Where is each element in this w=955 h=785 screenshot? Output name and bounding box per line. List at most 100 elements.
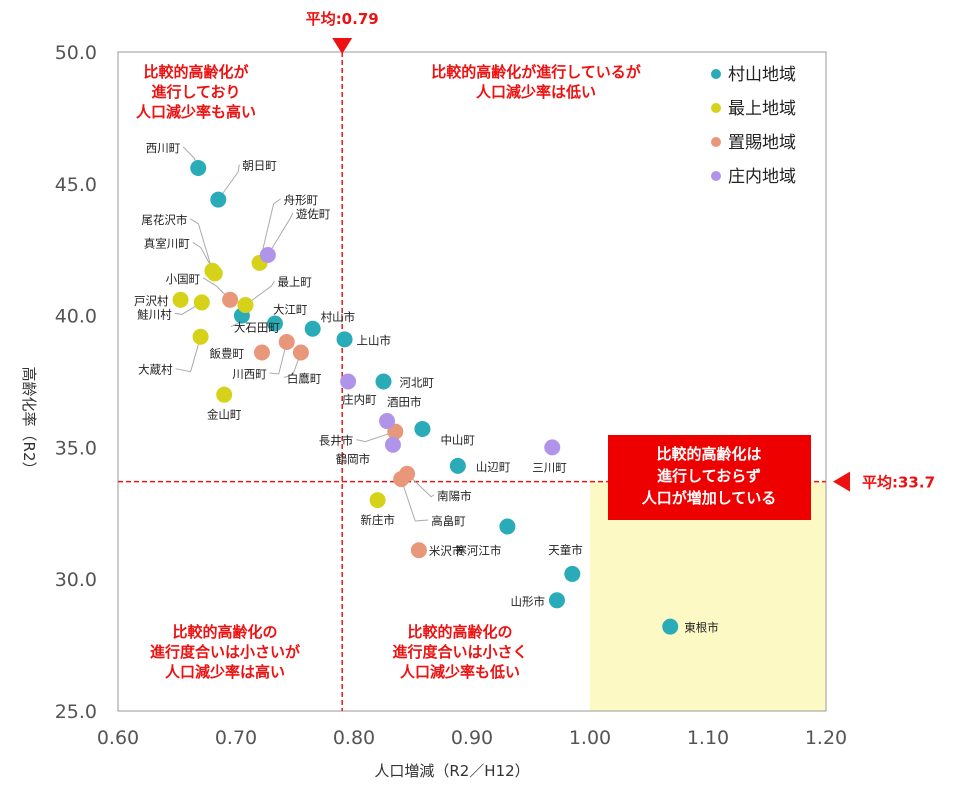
data-point: [192, 328, 209, 345]
plot-frame: [117, 51, 827, 712]
avg-x-label: 平均:0.79: [306, 10, 379, 28]
point-label: 米沢市: [429, 544, 464, 558]
avg-y-label: 平均:33.7: [862, 474, 935, 492]
data-point: [410, 542, 427, 559]
data-point: [278, 333, 295, 350]
data-point: [304, 320, 321, 337]
data-point: [266, 315, 283, 332]
point-label: 大蔵村: [138, 363, 173, 377]
leader-line: [400, 478, 429, 522]
leader-line: [406, 473, 435, 498]
quadrant-note-top-left: 比較的高齢化が: [143, 63, 249, 81]
data-point: [449, 457, 466, 474]
point-label: 舟形町: [284, 193, 319, 207]
legend-label: 置賜地域: [728, 133, 796, 153]
point-label: 戸沢村: [134, 294, 169, 308]
data-point: [193, 294, 210, 311]
data-point: [336, 331, 353, 348]
point-label: 真室川町: [144, 236, 190, 250]
point-label: 上山市: [357, 333, 392, 347]
data-point: [662, 618, 679, 635]
data-point: [544, 439, 561, 456]
highlight-box: [608, 435, 811, 520]
point-label: 西川町: [146, 141, 181, 155]
x-tick-label: 0.90: [451, 727, 493, 749]
leader-line: [190, 218, 213, 271]
point-label: 天童市: [548, 543, 583, 557]
point-label: 金山町: [207, 408, 242, 422]
highlight-box-text: 比較的高齢化は: [656, 445, 761, 463]
data-point: [253, 344, 270, 361]
y-tick-label: 30.0: [55, 569, 97, 591]
point-label: 庄内町: [342, 393, 377, 407]
data-point: [384, 436, 401, 453]
y-tick-label: 50.0: [55, 42, 97, 64]
point-label: 酒田市: [387, 395, 422, 409]
x-tick-label: 1.00: [569, 727, 611, 749]
legend-label: 庄内地域: [728, 167, 796, 187]
data-point: [222, 291, 239, 308]
quadrant-note-bottom-left: 進行度合いは小さいが: [150, 643, 301, 661]
leader-line: [259, 198, 281, 263]
y-tick-label: 25.0: [55, 701, 97, 723]
x-tick-label: 1.10: [687, 727, 729, 749]
leader-line: [245, 280, 275, 306]
point-label: 村山市: [321, 310, 356, 324]
legend-marker: [711, 171, 721, 181]
point-label: 最上町: [277, 275, 312, 289]
quadrant-note-bottom-mid: 進行度合いは小さく: [392, 643, 527, 661]
point-label: 尾花沢市: [141, 213, 187, 227]
point-label: 朝日町: [242, 159, 277, 173]
data-point: [375, 373, 392, 390]
point-label: 山形市: [510, 594, 545, 608]
quadrant-note-top-left: 進行しており: [151, 83, 240, 101]
y-tick-label: 40.0: [55, 306, 97, 328]
data-point: [564, 565, 581, 582]
x-tick-label: 0.70: [215, 727, 257, 749]
y-tick-label: 35.0: [55, 437, 97, 459]
data-point: [499, 518, 516, 535]
point-label: 大石田町: [234, 321, 280, 335]
data-point: [210, 191, 227, 208]
data-point: [414, 420, 431, 437]
data-point: [379, 413, 396, 430]
leader-line: [356, 431, 396, 443]
point-label: 鮭川村: [137, 307, 172, 321]
data-point: [369, 492, 386, 509]
legend-label: 最上地域: [728, 99, 796, 119]
quadrant-note-bottom-left: 比較的高齢化の: [172, 623, 277, 641]
data-point: [340, 373, 357, 390]
data-point: [259, 246, 276, 263]
data-point: [292, 344, 309, 361]
legend-marker: [711, 69, 721, 79]
point-label: 高畠町: [431, 514, 466, 528]
point-label: 小国町: [166, 272, 201, 286]
x-tick-label: 0.60: [97, 727, 139, 749]
x-tick-label: 1.20: [805, 727, 847, 749]
leader-line: [267, 212, 294, 256]
point-label: 三川町: [532, 460, 567, 474]
data-point: [172, 291, 189, 308]
data-point: [237, 297, 254, 314]
leader-line: [217, 164, 240, 200]
avg-y-marker: [833, 471, 850, 492]
point-label: 山辺町: [476, 460, 511, 474]
quadrant-note-bottom-left: 人口減少率は高い: [165, 663, 285, 681]
x-axis-title: 人口増減（R2／H12）: [374, 762, 529, 780]
data-point: [206, 265, 223, 282]
legend-marker: [711, 103, 721, 113]
point-label: 飯豊町: [209, 347, 244, 361]
x-tick-label: 0.80: [333, 727, 375, 749]
quadrant-note-top-left: 人口減少率も高い: [136, 103, 256, 121]
legend-marker: [711, 137, 721, 147]
quadrant-note-top-right: 比較的高齢化が進行しているが: [431, 63, 642, 81]
point-label: 中山町: [440, 433, 475, 447]
point-label: 白鷹町: [287, 372, 322, 386]
point-label: 大江町: [273, 303, 308, 317]
highlight-box-text: 人口が増加している: [642, 489, 777, 507]
data-point: [190, 159, 207, 176]
point-label: 遊佐町: [296, 207, 331, 221]
point-label: 鶴岡市: [336, 452, 371, 466]
point-label: 長井市: [319, 434, 354, 448]
